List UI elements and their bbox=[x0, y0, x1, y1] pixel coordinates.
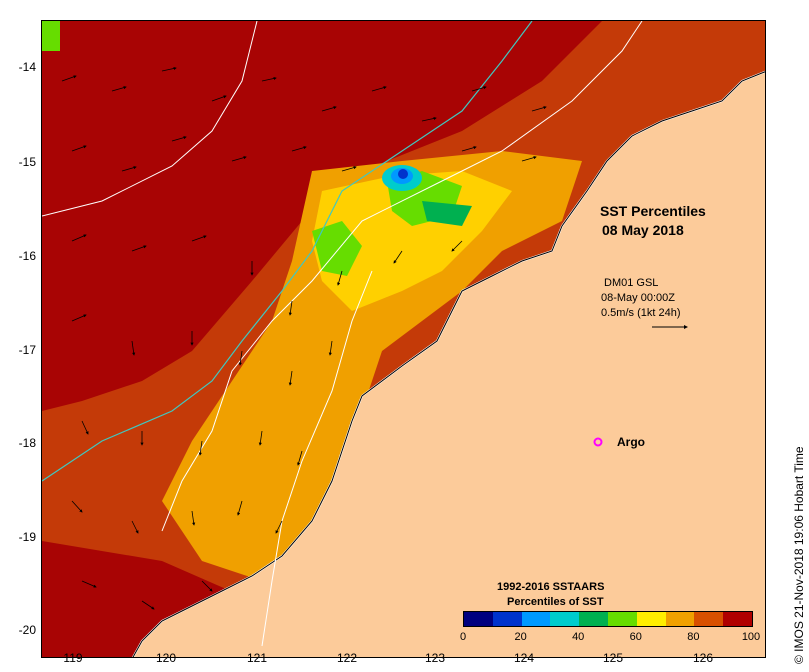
x-tick-label: 122 bbox=[336, 651, 358, 665]
x-tick-label: 123 bbox=[424, 651, 446, 665]
green-corner bbox=[42, 21, 60, 51]
colorbar-segment bbox=[607, 612, 637, 626]
argo-label: Argo bbox=[617, 435, 645, 449]
colorbar-segment bbox=[694, 612, 724, 626]
colorbar-tick-label: 100 bbox=[741, 631, 761, 643]
colorbar-segment bbox=[636, 612, 666, 626]
colorbar-segment bbox=[550, 612, 580, 626]
dark-red-region bbox=[42, 21, 602, 411]
colorbar-tick-label: 20 bbox=[514, 631, 527, 643]
x-tick-label: 119 bbox=[63, 651, 83, 665]
legend-title-line1: 1992-2016 SSTAARS bbox=[497, 581, 605, 593]
contour-white-2 bbox=[161, 21, 643, 532]
x-tick-label: 126 bbox=[692, 651, 714, 665]
y-tick-label: -15 bbox=[18, 155, 36, 169]
y-tick-label: -18 bbox=[18, 436, 36, 450]
x-tick-label: 124 bbox=[513, 651, 535, 665]
map-plot-area: SST Percentiles 08 May 2018 DM01 GSL 08-… bbox=[41, 20, 766, 658]
argo-marker bbox=[593, 437, 603, 447]
map-title-line2: 08 May 2018 bbox=[602, 222, 684, 238]
contour-white-3 bbox=[261, 270, 373, 647]
colorbar bbox=[463, 611, 753, 627]
orange-shelf bbox=[162, 151, 582, 581]
colorbar-tick-label: 0 bbox=[459, 631, 467, 643]
current-vectors bbox=[61, 66, 547, 610]
land bbox=[133, 71, 765, 657]
colorbar-tick-label: 80 bbox=[687, 631, 700, 643]
currents-info-line3: 0.5m/s (1kt 24h) bbox=[601, 307, 681, 319]
contour-cyan bbox=[42, 21, 533, 482]
x-tick-label: 121 bbox=[246, 651, 268, 665]
map-title-line1: SST Percentiles bbox=[600, 203, 706, 219]
currents-info-line1: DM01 GSL bbox=[604, 277, 659, 289]
green-patch-3 bbox=[422, 201, 472, 226]
copyright-notice: © IMOS 21-Nov-2018 19:06 Hobart Time bbox=[792, 446, 806, 664]
colorbar-segment bbox=[665, 612, 695, 626]
contour-white-1 bbox=[42, 21, 258, 217]
y-tick-label: -17 bbox=[18, 343, 36, 357]
y-tick-label: -19 bbox=[18, 530, 36, 544]
y-tick-label: -14 bbox=[18, 60, 36, 74]
sst-map bbox=[42, 21, 765, 657]
y-tick-label: -16 bbox=[18, 249, 36, 263]
x-tick-label: 125 bbox=[602, 651, 624, 665]
colorbar-tick-label: 60 bbox=[629, 631, 642, 643]
currents-info-line2: 08-May 00:00Z bbox=[601, 292, 675, 304]
colorbar-segment bbox=[521, 612, 551, 626]
green-patch-2 bbox=[312, 221, 362, 276]
colorbar-segment bbox=[464, 612, 493, 626]
colorbar-segment bbox=[579, 612, 608, 626]
colorbar-segment bbox=[723, 612, 752, 626]
colorbar-segment bbox=[492, 612, 522, 626]
colorbar-tick-label: 40 bbox=[572, 631, 585, 643]
y-tick-label: -20 bbox=[18, 623, 36, 637]
x-tick-label: 120 bbox=[155, 651, 177, 665]
legend-title-line2: Percentiles of SST bbox=[507, 596, 604, 608]
